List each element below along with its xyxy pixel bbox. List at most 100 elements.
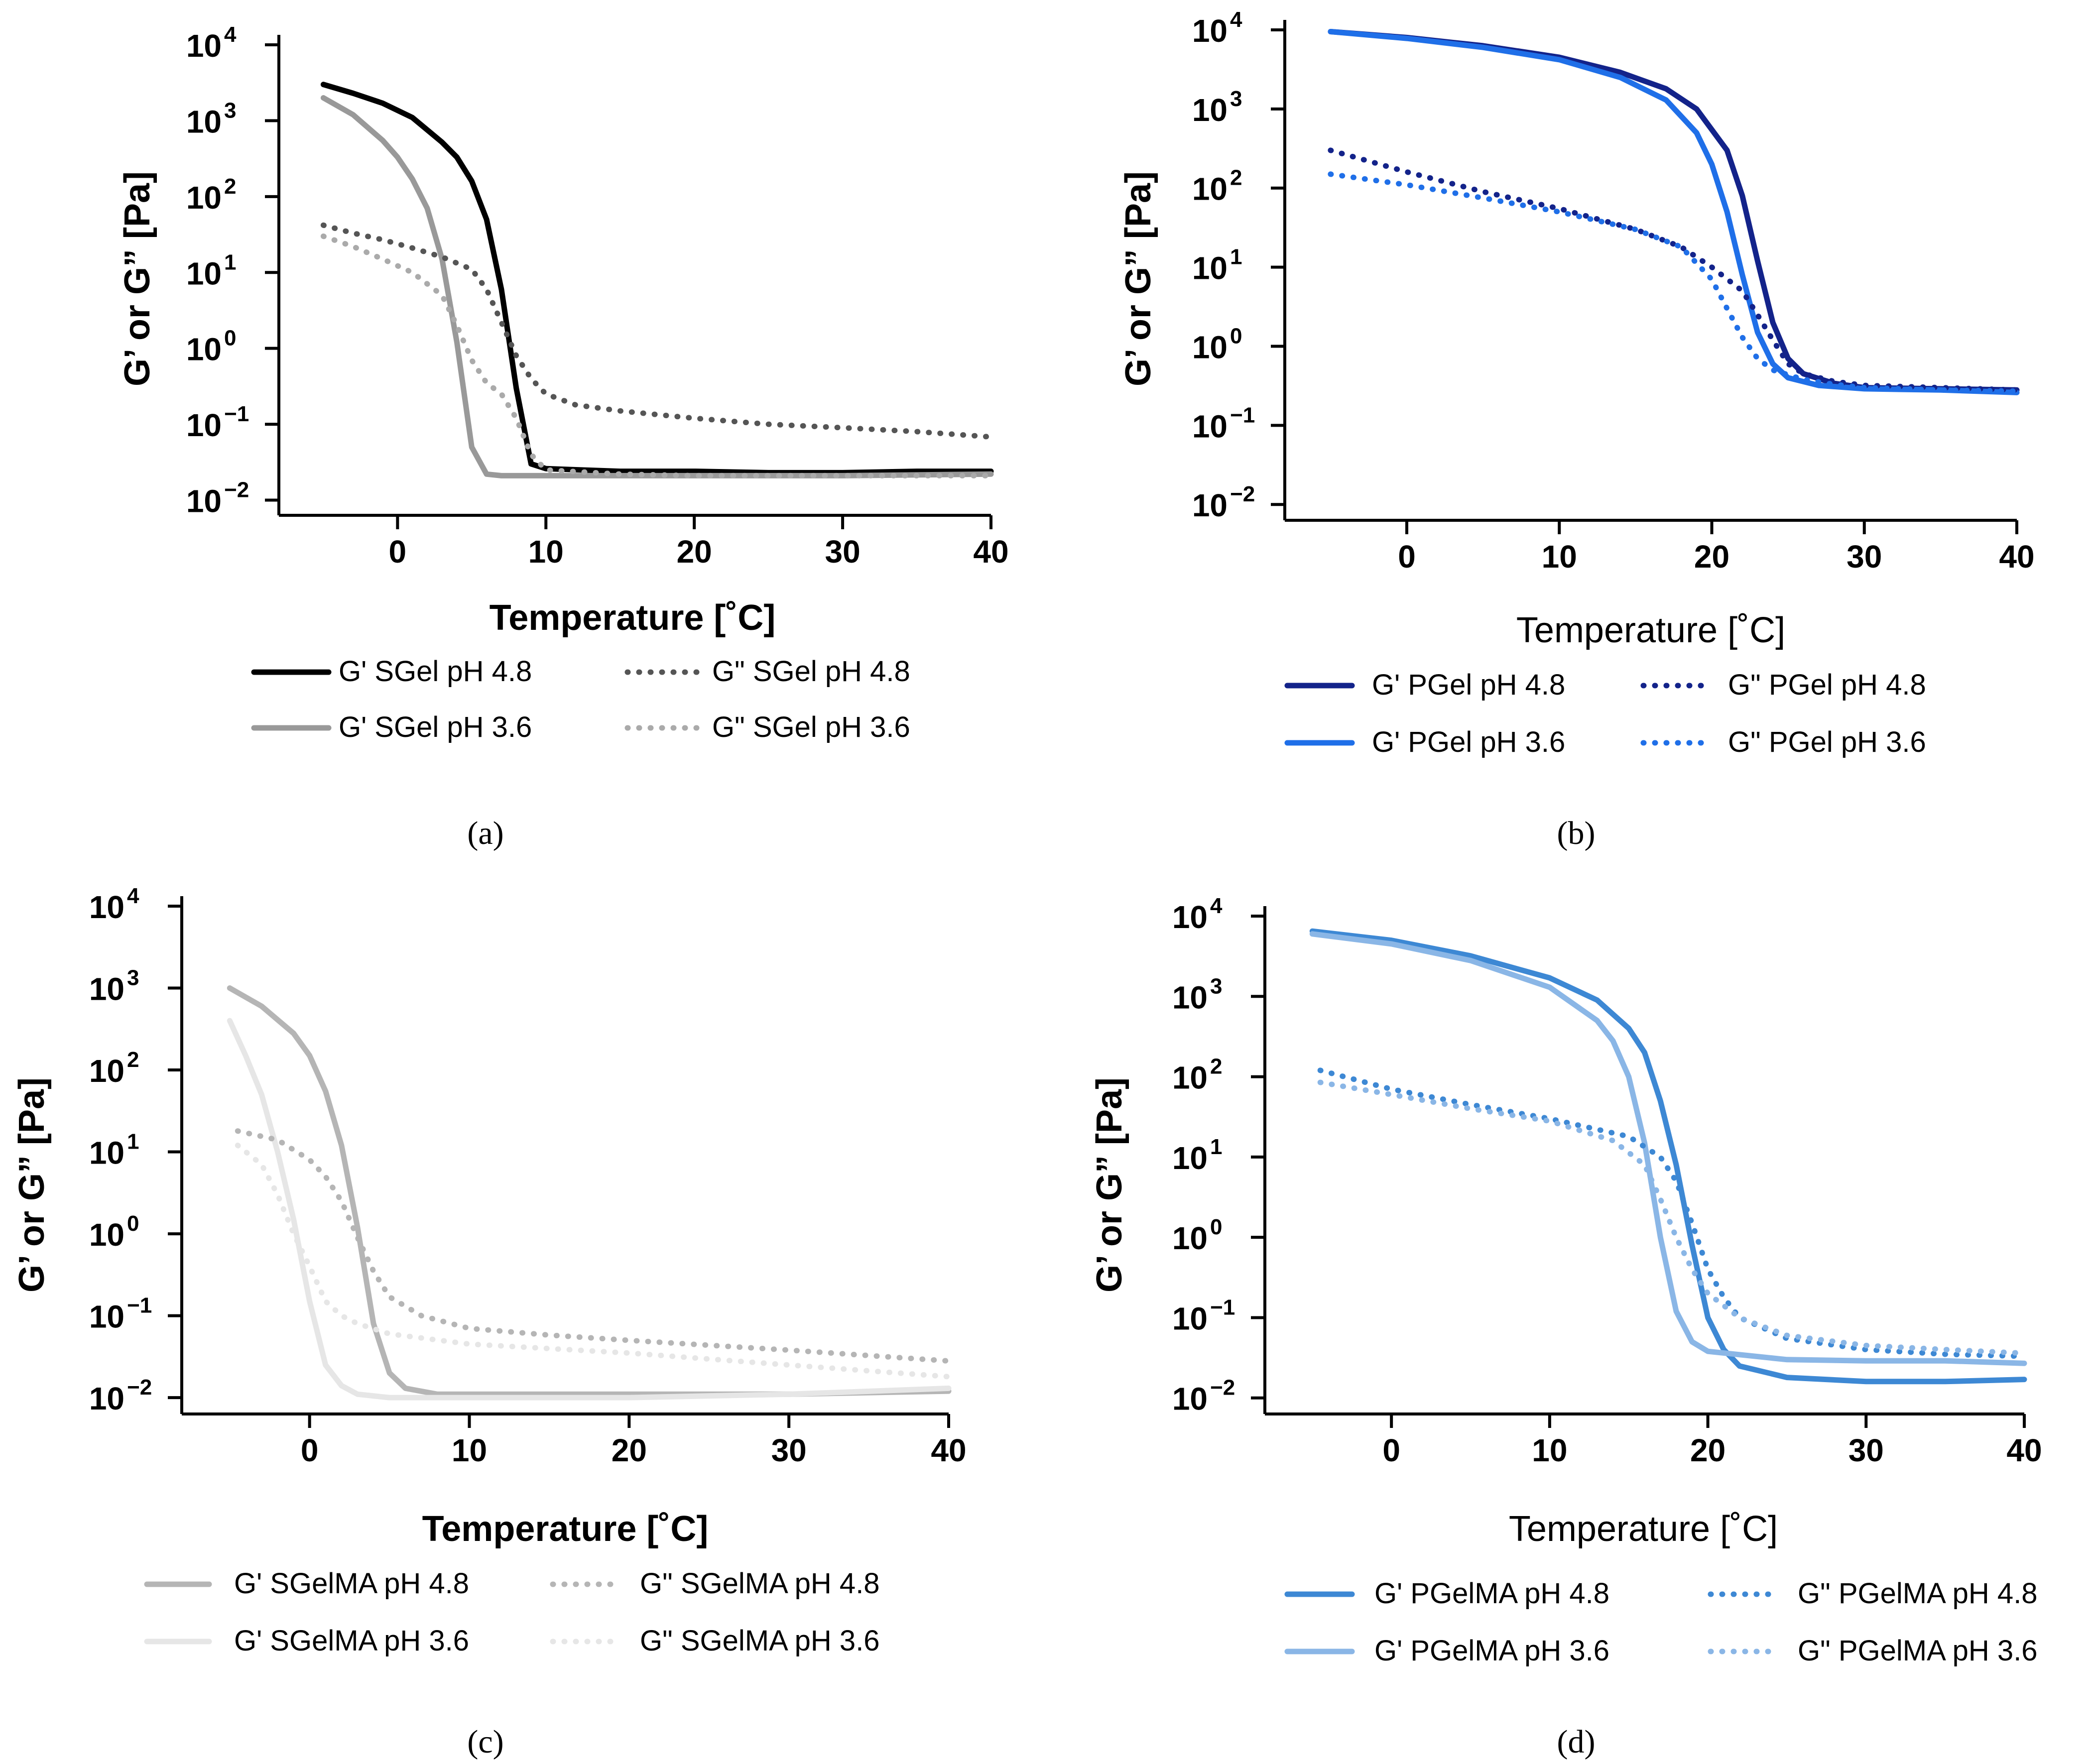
y-tick-label: 10 [186,332,222,367]
y-tick-exponent: 4 [127,884,139,908]
legend-item: G' PGelMA pH 3.6 [1284,1635,1609,1667]
series-line-2 [227,1018,952,1401]
x-tick-label: 40 [2006,1432,2042,1468]
panel-c-xlabel: Temperature [˚C] [422,1509,709,1549]
panel-b-legend: G' PGel pH 4.8 G' PGel pH 3.6 G" PGel pH 4… [1284,669,1926,758]
y-tick-exponent: 3 [224,98,236,122]
series-line-1 [1309,928,2027,1385]
series-line-1 [227,985,952,1397]
y-tick-exponent: 3 [1230,87,1242,111]
panel-b-caption: (b) [1557,815,1596,851]
legend-label: G' SGelMA pH 3.6 [234,1625,469,1657]
y-tick-label: 10 [186,255,222,291]
series-line-1 [320,82,994,475]
y-tick-exponent: 0 [127,1211,139,1236]
y-tick-exponent: 2 [1230,166,1242,190]
series-line-3 [1317,1067,2027,1359]
legend-label: G" SGelMA pH 3.6 [640,1625,880,1657]
panel-b-ylabel: G’ or G” [Pa] [1118,171,1158,386]
x-tick-label: 30 [825,534,860,570]
y-tick-label: 10 [1172,1381,1208,1417]
y-tick-label: 10 [1172,979,1208,1015]
x-tick-label: 20 [677,534,712,570]
y-tick-exponent: 2 [1210,1055,1222,1079]
panel-c-legend: G' SGelMA pH 4.8 G' SGelMA pH 3.6 G" SGelM… [144,1567,880,1657]
y-tick-label: 10 [1172,1140,1208,1176]
legend-item: G' PGelMA pH 4.8 [1284,1577,1609,1610]
legend-item: G' SGelMA pH 3.6 [144,1625,469,1657]
y-tick-label: 10 [1192,408,1228,444]
legend-label: G" PGel pH 3.6 [1728,726,1926,758]
y-tick-label: 10 [1172,1060,1208,1096]
legend-item: G" SGelMA pH 3.6 [550,1625,880,1657]
legend-item: G' PGel pH 4.8 [1284,669,1565,701]
legend-label: G' PGel pH 4.8 [1372,669,1565,701]
legend-label: G' SGel pH 3.6 [339,711,532,743]
legend-label: G" SGel pH 4.8 [712,655,910,688]
y-tick-label: 10 [89,971,124,1007]
y-tick-label: 10 [89,1299,124,1335]
series-line-3 [1328,147,2020,393]
x-tick-label: 10 [528,534,564,570]
legend-label: G" SGel pH 3.6 [712,711,910,743]
x-tick-label: 10 [1542,539,1577,575]
panel-a-ylabel: G’ or G” [Pa] [118,171,157,386]
y-tick-label: 10 [89,1053,124,1089]
x-tick-label: 0 [389,534,407,570]
x-tick-label: 30 [1847,539,1882,575]
panel-c-ylabel: G’ or G” [Pa] [12,1077,52,1293]
panel-d-xlabel: Temperature [˚C] [1509,1509,1778,1549]
legend-item: G' SGelMA pH 4.8 [144,1567,469,1600]
x-tick-label: 0 [1398,539,1416,575]
x-tick-label: 0 [1382,1432,1400,1468]
series-line-4 [320,234,994,478]
legend-item: G" SGel pH 4.8 [624,655,910,688]
series-line-1 [1328,29,2020,393]
series-line-4 [1328,171,2020,394]
legend-item: G" PGel pH 3.6 [1640,726,1926,758]
x-tick-label: 40 [973,534,1008,570]
y-tick-exponent: 1 [127,1130,139,1154]
y-tick-exponent: 3 [127,966,139,990]
panel-d-caption: (d) [1557,1724,1596,1760]
y-tick-exponent: 0 [224,326,236,351]
series-line-2 [1328,29,2020,395]
y-tick-label: 10 [186,407,222,443]
legend-item: G" PGel pH 4.8 [1640,669,1926,701]
y-tick-exponent: −2 [224,478,249,502]
x-tick-label: 30 [1848,1432,1884,1468]
series-line-3 [320,222,994,440]
panel-a-legend: G' SGel pH 4.8 G' SGel pH 3.6 G" SGel pH 4… [251,655,910,743]
legend-label: G' SGel pH 4.8 [339,655,532,688]
legend-label: G" PGelMA pH 3.6 [1798,1635,2038,1667]
panel-b-xlabel: Temperature [˚C] [1516,610,1785,650]
x-tick-label: 40 [931,1432,966,1468]
panel-a-xlabel: Temperature [˚C] [490,598,776,638]
legend-item: G" SGelMA pH 4.8 [550,1567,880,1600]
legend-label: G' PGelMA pH 4.8 [1374,1577,1609,1610]
legend-label: G" PGel pH 4.8 [1728,669,1926,701]
y-tick-exponent: −2 [127,1375,152,1400]
y-tick-exponent: −1 [127,1294,152,1318]
x-tick-label: 20 [612,1432,647,1468]
x-tick-label: 40 [1999,539,2034,575]
legend-label: G" SGelMA pH 4.8 [640,1567,880,1600]
y-tick-label: 10 [1192,487,1228,523]
legend-item: G" PGelMA pH 4.8 [1708,1577,2038,1610]
y-tick-label: 10 [1192,92,1228,128]
y-tick-label: 10 [89,889,124,925]
legend-label: G" PGelMA pH 4.8 [1798,1577,2038,1610]
y-tick-label: 10 [1172,1220,1208,1256]
y-tick-label: 10 [1172,1300,1208,1336]
y-tick-label: 10 [186,28,222,64]
series-line-4 [235,1143,952,1380]
x-tick-label: 20 [1694,539,1729,575]
series-line-2 [1309,931,2027,1366]
